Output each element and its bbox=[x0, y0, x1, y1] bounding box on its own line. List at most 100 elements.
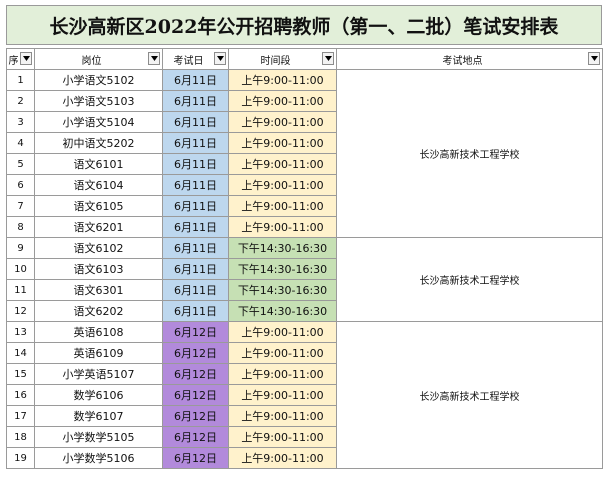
table-row[interactable]: 1 小学语文5102 6月11日 上午9:00-11:00 长沙高新技术工程学校 bbox=[6, 69, 603, 238]
cell-time[interactable]: 下午14:30-16:30 bbox=[228, 300, 337, 322]
cell-no[interactable]: 1 bbox=[6, 69, 35, 91]
cell-no[interactable]: 13 bbox=[6, 321, 35, 343]
cell-time[interactable]: 上午9:00-11:00 bbox=[228, 111, 337, 133]
cell-post[interactable]: 语文6202 bbox=[34, 300, 163, 322]
cell-time[interactable]: 上午9:00-11:00 bbox=[228, 195, 337, 217]
cell-location[interactable]: 长沙高新技术工程学校 bbox=[336, 237, 603, 322]
cell-time[interactable]: 上午9:00-11:00 bbox=[228, 384, 337, 406]
cell-time[interactable]: 上午9:00-11:00 bbox=[228, 363, 337, 385]
filter-dropdown-icon[interactable] bbox=[20, 52, 32, 65]
cell-post[interactable]: 英语6108 bbox=[34, 321, 163, 343]
cell-time[interactable]: 上午9:00-11:00 bbox=[228, 69, 337, 91]
cell-no[interactable]: 16 bbox=[6, 384, 35, 406]
cell-date[interactable]: 6月12日 bbox=[162, 426, 229, 448]
table-row[interactable]: 4 初中语文5202 6月11日 上午9:00-11:00 bbox=[6, 132, 603, 154]
cell-date[interactable]: 6月12日 bbox=[162, 321, 229, 343]
cell-date[interactable]: 6月11日 bbox=[162, 153, 229, 175]
cell-date[interactable]: 6月11日 bbox=[162, 258, 229, 280]
cell-no[interactable]: 2 bbox=[6, 90, 35, 112]
cell-time[interactable]: 下午14:30-16:30 bbox=[228, 279, 337, 301]
cell-date[interactable]: 6月12日 bbox=[162, 363, 229, 385]
cell-time[interactable]: 上午9:00-11:00 bbox=[228, 153, 337, 175]
cell-date[interactable]: 6月11日 bbox=[162, 69, 229, 91]
cell-no[interactable]: 11 bbox=[6, 279, 35, 301]
cell-post[interactable]: 语文6201 bbox=[34, 216, 163, 238]
cell-post[interactable]: 小学英语5107 bbox=[34, 363, 163, 385]
cell-post[interactable]: 数学6107 bbox=[34, 405, 163, 427]
cell-time[interactable]: 上午9:00-11:00 bbox=[228, 342, 337, 364]
cell-post[interactable]: 语文6104 bbox=[34, 174, 163, 196]
cell-date[interactable]: 6月11日 bbox=[162, 216, 229, 238]
cell-no[interactable]: 12 bbox=[6, 300, 35, 322]
cell-post[interactable]: 数学6106 bbox=[34, 384, 163, 406]
table-row[interactable]: 19 小学数学5106 6月12日 上午9:00-11:00 bbox=[6, 447, 603, 469]
cell-no[interactable]: 6 bbox=[6, 174, 35, 196]
cell-post[interactable]: 小学数学5106 bbox=[34, 447, 163, 469]
cell-post[interactable]: 语文6102 bbox=[34, 237, 163, 259]
cell-time[interactable]: 下午14:30-16:30 bbox=[228, 258, 337, 280]
cell-no[interactable]: 14 bbox=[6, 342, 35, 364]
filter-dropdown-icon[interactable] bbox=[214, 52, 226, 65]
table-row[interactable]: 14 英语6109 6月12日 上午9:00-11:00 bbox=[6, 342, 603, 364]
cell-time[interactable]: 上午9:00-11:00 bbox=[228, 90, 337, 112]
cell-no[interactable]: 19 bbox=[6, 447, 35, 469]
table-row[interactable]: 18 小学数学5105 6月12日 上午9:00-11:00 bbox=[6, 426, 603, 448]
cell-no[interactable]: 9 bbox=[6, 237, 35, 259]
table-row[interactable]: 15 小学英语5107 6月12日 上午9:00-11:00 bbox=[6, 363, 603, 385]
cell-location[interactable]: 长沙高新技术工程学校 bbox=[336, 321, 603, 469]
cell-time[interactable]: 上午9:00-11:00 bbox=[228, 447, 337, 469]
cell-no[interactable]: 4 bbox=[6, 132, 35, 154]
table-row[interactable]: 13 英语6108 6月12日 上午9:00-11:00 长沙高新技术工程学校 bbox=[6, 321, 603, 469]
cell-time[interactable]: 上午9:00-11:00 bbox=[228, 405, 337, 427]
cell-date[interactable]: 6月11日 bbox=[162, 195, 229, 217]
table-row[interactable]: 7 语文6105 6月11日 上午9:00-11:00 bbox=[6, 195, 603, 217]
cell-date[interactable]: 6月12日 bbox=[162, 447, 229, 469]
cell-no[interactable]: 7 bbox=[6, 195, 35, 217]
filter-dropdown-icon[interactable] bbox=[588, 52, 600, 65]
cell-date[interactable]: 6月11日 bbox=[162, 279, 229, 301]
cell-post[interactable]: 小学语文5103 bbox=[34, 90, 163, 112]
col-header-no: 序 bbox=[6, 48, 35, 70]
cell-date[interactable]: 6月11日 bbox=[162, 90, 229, 112]
filter-dropdown-icon[interactable] bbox=[148, 52, 160, 65]
cell-post[interactable]: 英语6109 bbox=[34, 342, 163, 364]
cell-post[interactable]: 小学数学5105 bbox=[34, 426, 163, 448]
cell-location[interactable]: 长沙高新技术工程学校 bbox=[336, 69, 603, 238]
cell-date[interactable]: 6月11日 bbox=[162, 237, 229, 259]
cell-time[interactable]: 上午9:00-11:00 bbox=[228, 321, 337, 343]
cell-date[interactable]: 6月12日 bbox=[162, 342, 229, 364]
cell-no[interactable]: 17 bbox=[6, 405, 35, 427]
table-row[interactable]: 9 语文6102 6月11日 下午14:30-16:30 长沙高新技术工程学校 bbox=[6, 237, 603, 322]
cell-no[interactable]: 8 bbox=[6, 216, 35, 238]
cell-date[interactable]: 6月11日 bbox=[162, 111, 229, 133]
filter-dropdown-icon[interactable] bbox=[322, 52, 334, 65]
cell-post[interactable]: 语文6105 bbox=[34, 195, 163, 217]
cell-no[interactable]: 15 bbox=[6, 363, 35, 385]
cell-time[interactable]: 下午14:30-16:30 bbox=[228, 237, 337, 259]
cell-post[interactable]: 小学语文5104 bbox=[34, 111, 163, 133]
table-row[interactable]: 12 语文6202 6月11日 下午14:30-16:30 bbox=[6, 300, 603, 322]
cell-post[interactable]: 语文6101 bbox=[34, 153, 163, 175]
table-row[interactable]: 2 小学语文5103 6月11日 上午9:00-11:00 bbox=[6, 90, 603, 112]
cell-post[interactable]: 小学语文5102 bbox=[34, 69, 163, 91]
table-row[interactable]: 5 语文6101 6月11日 上午9:00-11:00 bbox=[6, 153, 603, 175]
cell-date[interactable]: 6月11日 bbox=[162, 132, 229, 154]
cell-date[interactable]: 6月11日 bbox=[162, 300, 229, 322]
cell-date[interactable]: 6月11日 bbox=[162, 174, 229, 196]
cell-date[interactable]: 6月12日 bbox=[162, 405, 229, 427]
cell-post[interactable]: 初中语文5202 bbox=[34, 132, 163, 154]
cell-time[interactable]: 上午9:00-11:00 bbox=[228, 216, 337, 238]
cell-post[interactable]: 语文6103 bbox=[34, 258, 163, 280]
cell-time[interactable]: 上午9:00-11:00 bbox=[228, 174, 337, 196]
cell-no[interactable]: 5 bbox=[6, 153, 35, 175]
cell-no[interactable]: 10 bbox=[6, 258, 35, 280]
cell-no[interactable]: 3 bbox=[6, 111, 35, 133]
cell-time[interactable]: 上午9:00-11:00 bbox=[228, 426, 337, 448]
cell-time[interactable]: 上午9:00-11:00 bbox=[228, 132, 337, 154]
table-row[interactable]: 16 数学6106 6月12日 上午9:00-11:00 bbox=[6, 384, 603, 406]
table-row[interactable]: 3 小学语文5104 6月11日 上午9:00-11:00 bbox=[6, 111, 603, 133]
cell-post[interactable]: 语文6301 bbox=[34, 279, 163, 301]
cell-date[interactable]: 6月12日 bbox=[162, 384, 229, 406]
table-row[interactable]: 6 语文6104 6月11日 上午9:00-11:00 bbox=[6, 174, 603, 196]
cell-no[interactable]: 18 bbox=[6, 426, 35, 448]
